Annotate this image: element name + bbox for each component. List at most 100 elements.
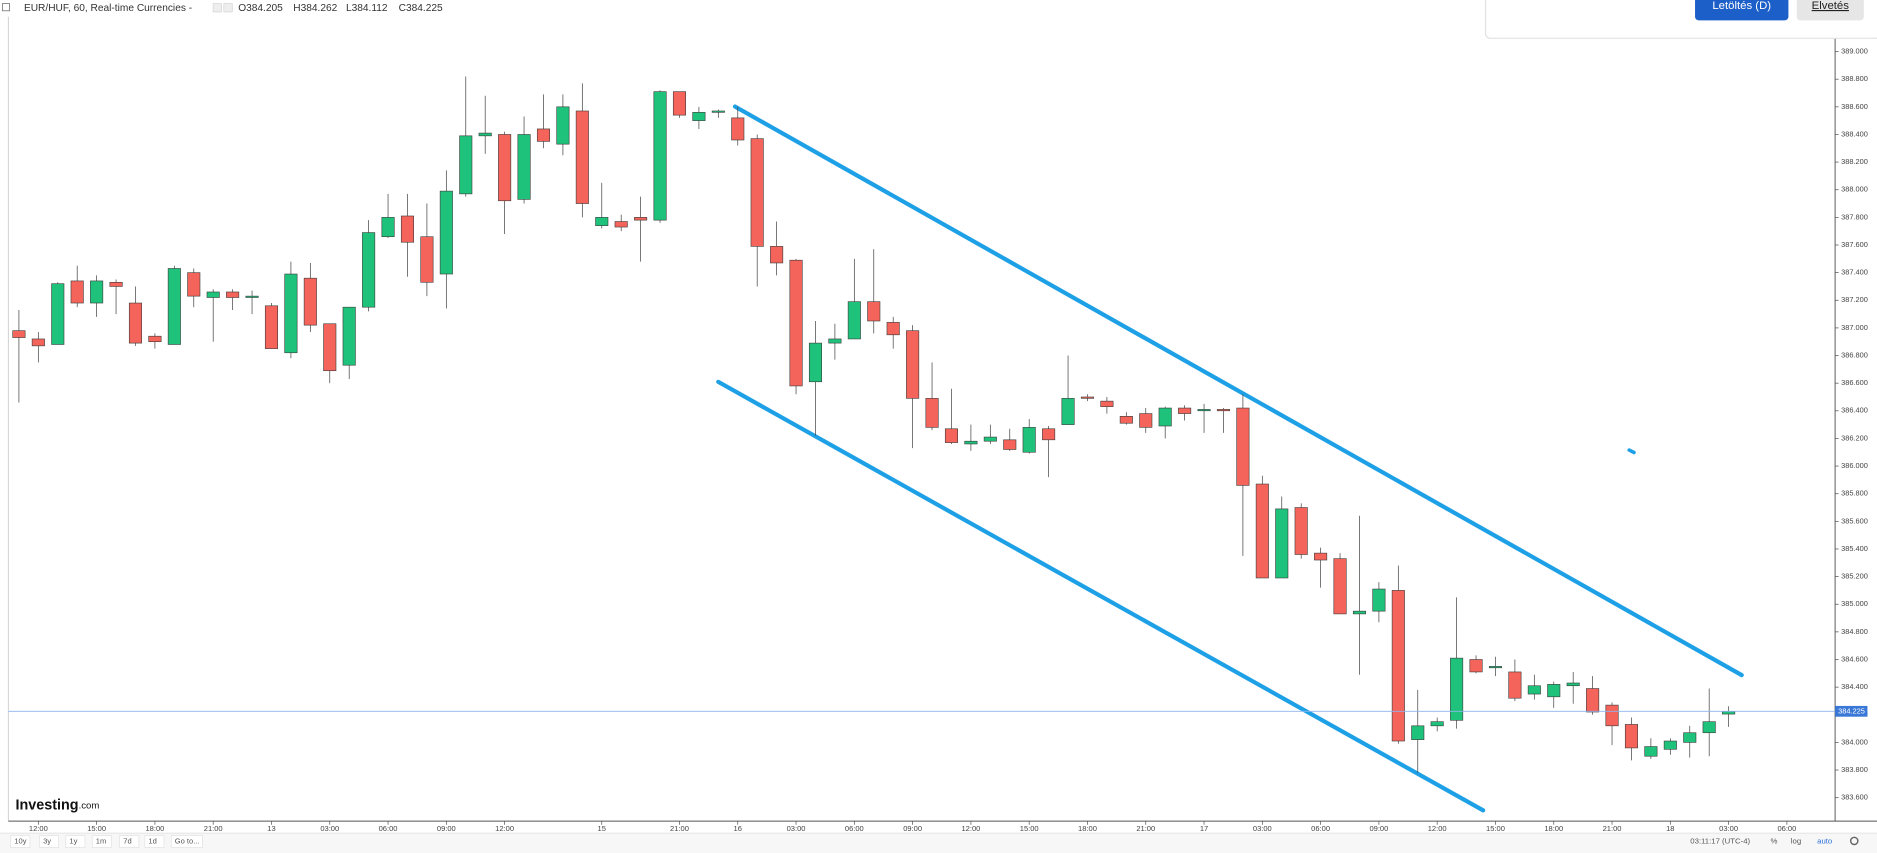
candle-body	[12, 330, 26, 338]
candle-body	[653, 91, 667, 221]
y-tick-label: 388.400	[1841, 129, 1868, 138]
range-button-label[interactable]: Go to...	[175, 836, 200, 845]
x-tick-label: 16	[734, 824, 742, 833]
range-button[interactable]	[119, 835, 140, 848]
candle-body	[284, 273, 298, 354]
candle-body	[303, 277, 317, 326]
y-tick-label: 385.400	[1841, 544, 1868, 553]
range-button-label[interactable]: 1y	[69, 836, 77, 845]
auto-button[interactable]: auto	[1817, 837, 1832, 846]
candle-body	[944, 428, 959, 443]
y-tick-label: 385.200	[1841, 572, 1868, 581]
x-tick-label: 09:00	[903, 824, 922, 833]
candle-body	[692, 112, 706, 121]
header-high: H384.262	[293, 3, 337, 14]
candle-body	[1702, 721, 1716, 734]
range-button-label[interactable]: 1m	[96, 836, 106, 845]
header-open: O384.205	[238, 3, 283, 14]
y-tick-label: 387.000	[1841, 323, 1868, 332]
candle-body	[770, 246, 784, 264]
range-button[interactable]	[65, 835, 86, 848]
candle-body	[226, 291, 240, 298]
x-tick-label: 06:00	[379, 824, 398, 833]
range-button-label[interactable]: 1d	[148, 836, 156, 845]
candle-body	[1178, 407, 1192, 414]
candle-body	[478, 132, 492, 137]
candle-body	[1586, 688, 1600, 713]
candle-body	[1527, 685, 1541, 695]
candle-body	[1624, 724, 1638, 749]
clock: 03:11:17 (UTC-4)	[1690, 837, 1750, 846]
candle-body	[1119, 416, 1133, 424]
log-button[interactable]: log	[1791, 837, 1801, 846]
candle-body	[128, 302, 143, 344]
range-button-label[interactable]: 10y	[14, 836, 26, 845]
range-buttons: 10y 3y 1y 1m 7d 1d Go to...	[10, 835, 203, 848]
y-tick-label: 386.200	[1841, 433, 1868, 442]
candle-body	[1372, 588, 1386, 612]
candle-body	[1683, 732, 1697, 743]
candle-body	[1411, 725, 1425, 740]
range-button[interactable]	[10, 835, 31, 848]
range-button-label[interactable]: 7d	[123, 836, 131, 845]
range-button[interactable]	[170, 835, 203, 848]
settings-icon[interactable]	[212, 3, 222, 13]
y-tick-label: 386.000	[1841, 461, 1868, 470]
percent-button[interactable]: %	[1770, 837, 1777, 846]
range-button[interactable]	[91, 835, 112, 848]
candle-body	[1605, 704, 1619, 727]
candle-body	[1061, 398, 1075, 425]
x-tick-label: 03:00	[1253, 824, 1272, 833]
candle-body	[614, 221, 628, 228]
candle-body	[1450, 657, 1464, 721]
logo-main: Investing	[16, 797, 79, 813]
drawing-dot[interactable]	[1627, 448, 1636, 455]
candle-body	[983, 436, 997, 442]
trend-line-lower[interactable]	[716, 379, 1486, 813]
candle-body	[1022, 427, 1036, 453]
dismiss-button-label: Elvetés	[1812, 0, 1850, 12]
y-tick-label: 387.200	[1841, 295, 1868, 304]
close-icon[interactable]	[223, 3, 233, 13]
dismiss-button[interactable]	[1796, 0, 1864, 21]
candle-body	[1469, 659, 1483, 673]
candle-body	[1644, 746, 1658, 757]
y-tick-label: 384.400	[1841, 682, 1868, 691]
x-tick-label: 18:00	[145, 824, 164, 833]
candle-body	[1391, 590, 1405, 742]
x-tick-label: 06:00	[1311, 824, 1330, 833]
y-tick-label: 388.600	[1841, 102, 1868, 111]
candle-body	[711, 110, 725, 113]
y-tick-label: 388.800	[1841, 74, 1868, 83]
candle-body	[264, 305, 279, 349]
candle-body	[575, 110, 589, 204]
candle-body	[381, 217, 395, 238]
candle-body	[1158, 407, 1172, 427]
candle-body	[1139, 413, 1153, 428]
y-tick-label: 384.600	[1841, 654, 1868, 663]
range-button[interactable]	[39, 835, 59, 848]
trend-line-upper[interactable]	[732, 104, 1744, 678]
x-tick-label: 12:00	[29, 824, 48, 833]
range-button-label[interactable]: 3y	[43, 836, 51, 845]
download-button[interactable]	[1695, 0, 1789, 21]
candle-body	[1236, 407, 1250, 486]
x-tick-label: 06:00	[1777, 824, 1796, 833]
candle-body	[1197, 409, 1211, 412]
candle-body	[1255, 483, 1269, 579]
candle-body	[362, 232, 376, 308]
header-low: L384.112	[346, 3, 388, 14]
candle-body	[731, 117, 745, 141]
range-button[interactable]	[144, 835, 165, 848]
candle-body	[1566, 682, 1580, 687]
x-tick-label: 09:00	[437, 824, 456, 833]
candle-body	[1314, 552, 1328, 561]
x-tick-label: 06:00	[845, 824, 864, 833]
x-tick-label: 21:00	[670, 824, 689, 833]
settings-gear[interactable]	[1849, 836, 1859, 846]
collapse-icon[interactable]	[1, 3, 10, 12]
candle-body	[672, 91, 687, 116]
y-tick-label: 386.400	[1841, 406, 1868, 415]
candle-body	[420, 236, 434, 283]
